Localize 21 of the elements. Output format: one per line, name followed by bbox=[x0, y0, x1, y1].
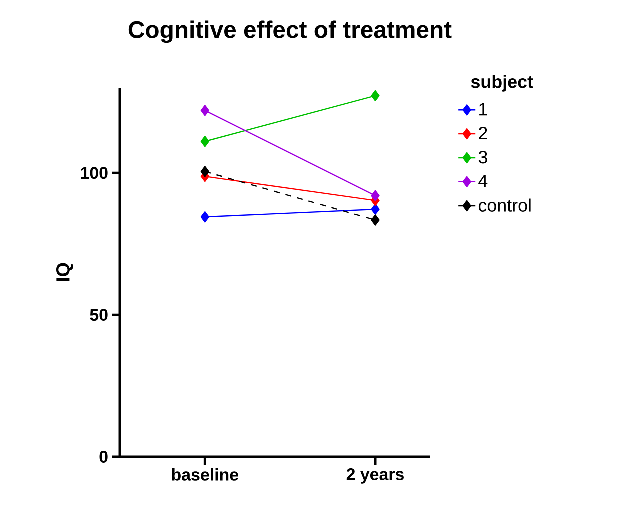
x-tick-label: baseline bbox=[172, 468, 238, 481]
legend-label: 4 bbox=[478, 174, 488, 188]
y-axis-title: IQ bbox=[56, 263, 74, 282]
y-tick-label: 50 bbox=[90, 309, 108, 322]
legend-label: control bbox=[478, 198, 531, 212]
point bbox=[371, 190, 380, 202]
point bbox=[200, 212, 210, 223]
point bbox=[371, 214, 380, 226]
point bbox=[200, 136, 210, 148]
legend-label: 3 bbox=[478, 151, 488, 164]
point bbox=[371, 204, 380, 216]
chart-title: Cognitive effect of treatment bbox=[128, 20, 452, 44]
point bbox=[200, 105, 210, 116]
x-tick-label: 2 years bbox=[346, 468, 404, 484]
legend-label: 1 bbox=[480, 103, 488, 116]
point bbox=[371, 90, 380, 102]
legend-label: 2 bbox=[479, 127, 488, 140]
legend-title: subject bbox=[471, 75, 534, 92]
point bbox=[200, 166, 210, 178]
y-tick-label: 100 bbox=[81, 167, 108, 180]
y-tick-label: 0 bbox=[100, 450, 108, 463]
